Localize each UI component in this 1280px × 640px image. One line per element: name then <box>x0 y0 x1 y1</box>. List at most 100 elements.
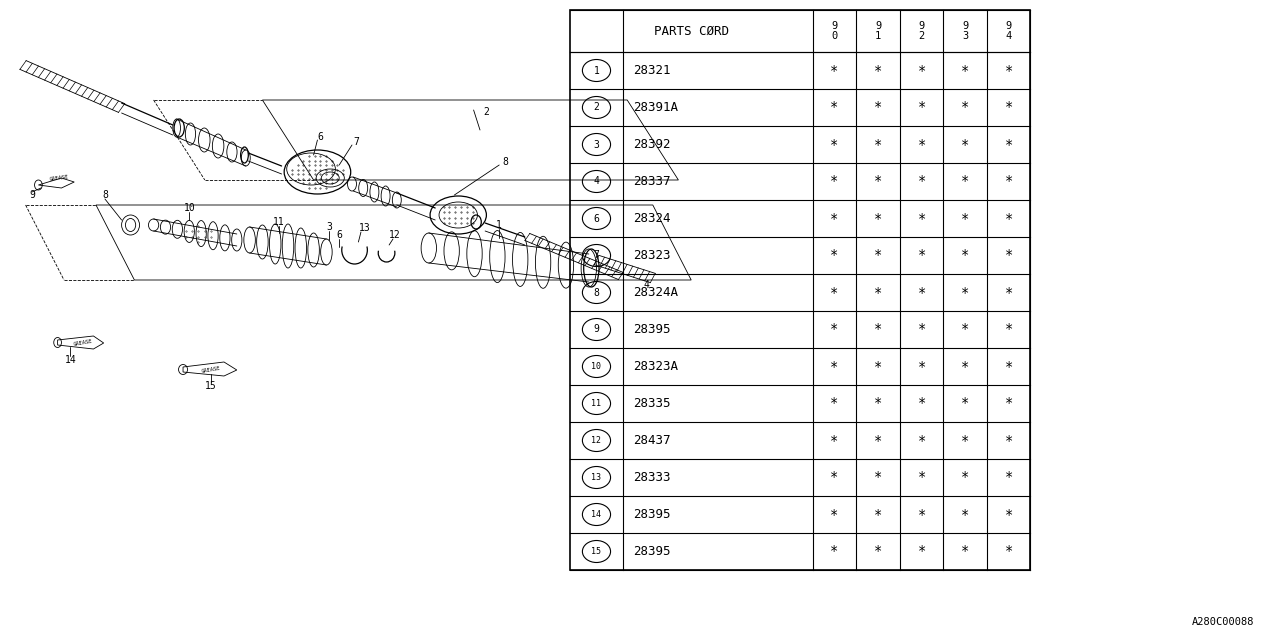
Text: *: * <box>961 397 969 410</box>
Text: *: * <box>961 545 969 559</box>
Text: *: * <box>831 323 838 337</box>
Text: *: * <box>1005 470 1012 484</box>
Text: 9: 9 <box>29 190 35 200</box>
Text: *: * <box>1005 138 1012 152</box>
Text: 9: 9 <box>594 324 599 335</box>
Text: *: * <box>874 360 882 374</box>
Text: 15: 15 <box>205 381 218 391</box>
Text: 28395: 28395 <box>634 323 671 336</box>
Text: 7: 7 <box>594 250 599 260</box>
Bar <box>570 10 1030 570</box>
Text: *: * <box>961 175 969 189</box>
Text: 1: 1 <box>497 220 502 230</box>
Text: 2: 2 <box>484 107 489 117</box>
Text: 3: 3 <box>326 222 332 232</box>
Text: *: * <box>918 323 925 337</box>
Text: *: * <box>1005 397 1012 410</box>
Text: 14: 14 <box>64 355 77 365</box>
Text: 8: 8 <box>102 190 108 200</box>
Text: *: * <box>918 397 925 410</box>
Text: 6: 6 <box>317 132 323 142</box>
Text: *: * <box>831 360 838 374</box>
Text: 9
3: 9 3 <box>963 20 968 42</box>
Text: *: * <box>874 285 882 300</box>
Text: 28321: 28321 <box>634 64 671 77</box>
Text: *: * <box>831 63 838 77</box>
Text: 10: 10 <box>183 203 196 213</box>
Text: *: * <box>961 138 969 152</box>
Text: 28324: 28324 <box>634 212 671 225</box>
Text: A280C00088: A280C00088 <box>1192 617 1254 627</box>
Text: 28333: 28333 <box>634 471 671 484</box>
Text: 9
1: 9 1 <box>876 20 881 42</box>
Text: *: * <box>1005 323 1012 337</box>
Text: 8: 8 <box>594 287 599 298</box>
Text: 28392: 28392 <box>634 138 671 151</box>
Text: 12: 12 <box>591 436 602 445</box>
Text: 28395: 28395 <box>634 508 671 521</box>
Text: 9
0: 9 0 <box>832 20 837 42</box>
Text: *: * <box>1005 285 1012 300</box>
Text: *: * <box>961 470 969 484</box>
Text: *: * <box>1005 100 1012 115</box>
Text: *: * <box>1005 63 1012 77</box>
Text: *: * <box>918 175 925 189</box>
Text: GREASE: GREASE <box>73 339 93 347</box>
Text: 1: 1 <box>594 65 599 76</box>
Text: *: * <box>874 323 882 337</box>
Text: *: * <box>874 211 882 225</box>
Text: *: * <box>831 211 838 225</box>
Text: *: * <box>918 211 925 225</box>
Text: *: * <box>961 63 969 77</box>
Text: *: * <box>874 175 882 189</box>
Text: 6: 6 <box>337 230 342 240</box>
Text: *: * <box>831 470 838 484</box>
Text: *: * <box>831 138 838 152</box>
Text: 28391A: 28391A <box>634 101 678 114</box>
Text: *: * <box>831 545 838 559</box>
Text: 7: 7 <box>353 137 358 147</box>
Text: *: * <box>831 285 838 300</box>
Text: *: * <box>831 175 838 189</box>
Text: 13: 13 <box>358 223 371 233</box>
Text: 28337: 28337 <box>634 175 671 188</box>
Text: *: * <box>918 470 925 484</box>
Text: *: * <box>961 285 969 300</box>
Text: GREASE: GREASE <box>201 366 221 374</box>
Text: *: * <box>831 433 838 447</box>
Text: *: * <box>918 100 925 115</box>
Text: *: * <box>874 470 882 484</box>
Text: *: * <box>918 508 925 522</box>
Text: *: * <box>961 508 969 522</box>
Text: GREASE: GREASE <box>49 174 69 182</box>
Text: *: * <box>831 508 838 522</box>
Text: 28323: 28323 <box>634 249 671 262</box>
Text: 3: 3 <box>594 140 599 150</box>
Text: *: * <box>961 248 969 262</box>
Text: *: * <box>1005 360 1012 374</box>
Text: 14: 14 <box>591 510 602 519</box>
Text: *: * <box>918 248 925 262</box>
Text: 2: 2 <box>594 102 599 113</box>
Text: *: * <box>831 248 838 262</box>
Text: 9
4: 9 4 <box>1006 20 1011 42</box>
Text: *: * <box>831 397 838 410</box>
Text: *: * <box>1005 545 1012 559</box>
Text: *: * <box>874 100 882 115</box>
Text: 6: 6 <box>594 214 599 223</box>
Text: 13: 13 <box>591 473 602 482</box>
Text: *: * <box>874 508 882 522</box>
Text: *: * <box>961 433 969 447</box>
Text: *: * <box>961 100 969 115</box>
Text: *: * <box>1005 175 1012 189</box>
Text: *: * <box>1005 508 1012 522</box>
Text: 28437: 28437 <box>634 434 671 447</box>
Text: *: * <box>874 433 882 447</box>
Text: 28323A: 28323A <box>634 360 678 373</box>
Text: *: * <box>1005 211 1012 225</box>
Text: *: * <box>918 360 925 374</box>
Text: *: * <box>961 360 969 374</box>
Text: *: * <box>918 433 925 447</box>
Text: *: * <box>918 285 925 300</box>
Text: *: * <box>874 397 882 410</box>
